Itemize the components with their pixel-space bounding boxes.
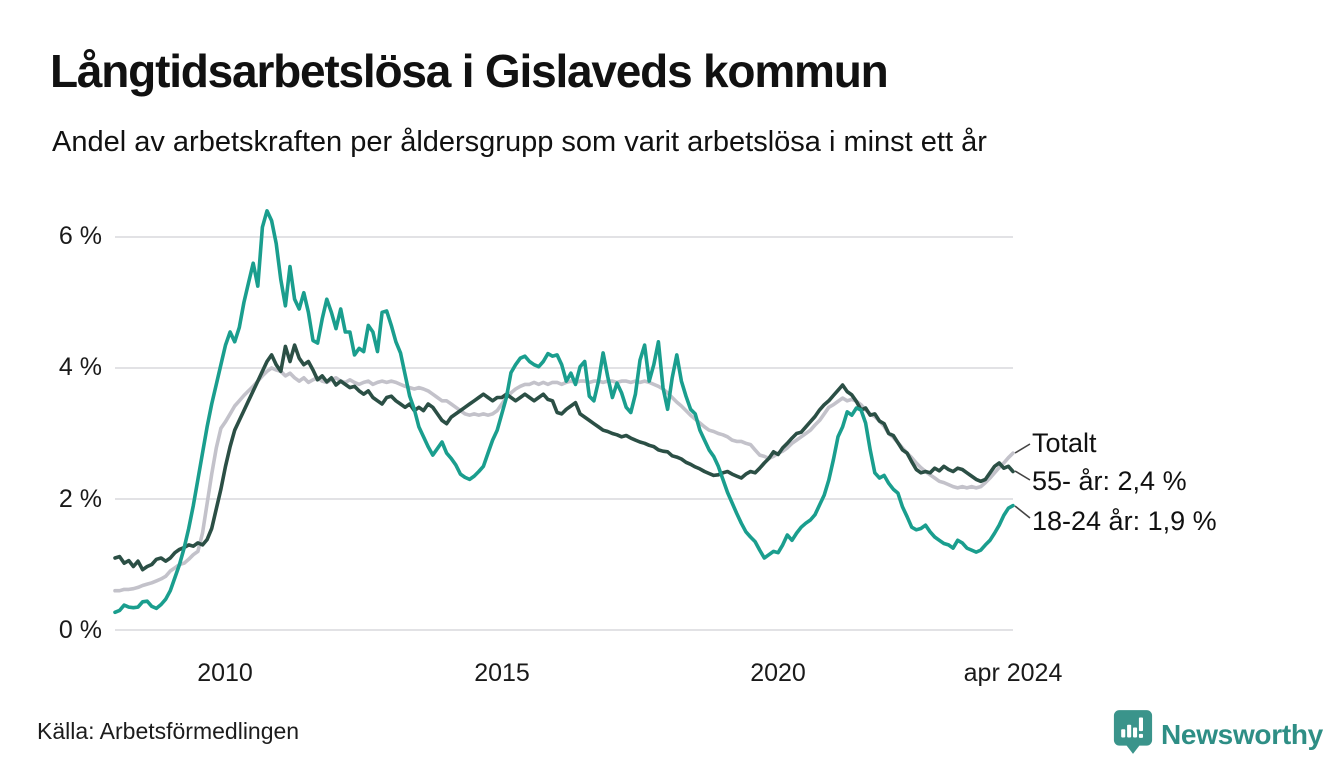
y-axis-label-0: 0 %	[58, 616, 102, 644]
y-axis-label-4: 4 %	[58, 353, 102, 381]
y-axis-label-2: 2 %	[58, 485, 102, 513]
series-label-18-24: 18-24 år: 1,9 %	[1032, 506, 1217, 536]
newsworthy-logo: Newsworthy	[1113, 709, 1323, 760]
page-subtitle: Andel av arbetskraften per åldersgrupp s…	[52, 126, 987, 158]
label-connector-2	[1014, 505, 1031, 519]
source-note: Källa: Arbetsförmedlingen	[37, 718, 300, 744]
x-axis-label-2010: 2010	[197, 659, 253, 687]
y-axis-label-6: 6 %	[58, 222, 102, 250]
series-label-totalt: Totalt	[1032, 428, 1097, 458]
x-axis-label-2020: 2020	[750, 659, 806, 687]
label-connector-0	[1014, 443, 1031, 454]
newsworthy-logo-wordmark: Newsworthy	[1161, 718, 1323, 750]
x-axis-label-apr2024: apr 2024	[963, 659, 1063, 687]
page-title: Långtidsarbetslösa i Gislaveds kommun	[50, 45, 889, 97]
series-line-55- år	[113, 343, 1015, 572]
series-line-18-24 år	[113, 209, 1015, 615]
label-connector-1	[1014, 470, 1031, 481]
x-axis-label-2015: 2015	[474, 659, 530, 687]
newsworthy-logo-icon	[1113, 709, 1153, 760]
series-label-55: 55- år: 2,4 %	[1032, 466, 1187, 496]
